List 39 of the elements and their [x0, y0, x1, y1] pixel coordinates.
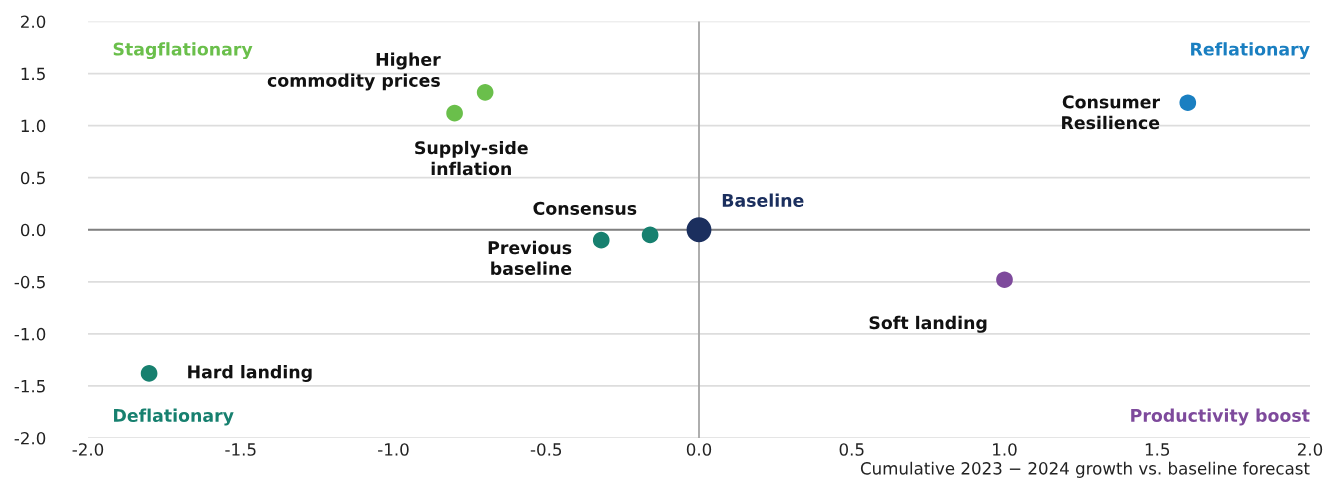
point — [476, 83, 494, 101]
y-tick-label: 1.5 — [21, 67, 45, 81]
point — [140, 365, 158, 382]
x-tick-label: -1.0 — [378, 443, 409, 456]
text: Reflationary — [1191, 42, 1310, 60]
point — [446, 104, 463, 122]
x-tick-label: 0.5 — [839, 443, 864, 456]
y-tick-label: -1.0 — [14, 327, 46, 341]
point — [641, 226, 659, 244]
text: Deflationary — [114, 408, 234, 426]
text: Stagflationary — [113, 42, 253, 60]
annotation: Hard landing — [188, 364, 312, 382]
annotation: Soft landing — [869, 315, 987, 333]
x-tick-label: 2.0 — [1297, 443, 1323, 456]
x-tick-label: 1.0 — [993, 443, 1017, 456]
annotation: Previous baseline — [488, 240, 572, 276]
y-tick-label: 0.0 — [20, 223, 46, 237]
point — [996, 271, 1013, 289]
x-tick-label: -1.5 — [225, 443, 256, 456]
annotation: Higher commodity prices — [267, 52, 441, 91]
x-axis-title: Cumulative 2023 − 2024 growth vs. baseline forecast — [860, 461, 1310, 478]
x-tick-label: -0.5 — [530, 443, 562, 456]
annotation: Supply-side inflation — [415, 140, 528, 176]
text: Productivity boost — [1131, 408, 1310, 426]
point — [1179, 94, 1197, 112]
y-tick-label: -2.0 — [14, 431, 46, 445]
x-tick-label: 1.5 — [1145, 443, 1170, 456]
point — [686, 217, 712, 243]
point — [592, 231, 610, 249]
series-label: Baseline — [722, 193, 804, 207]
annotation: Consumer Resilience — [1062, 95, 1160, 130]
x-tick-label: 0.0 — [686, 443, 712, 456]
y-tick-label: -0.5 — [14, 275, 45, 289]
y-tick-label: -1.5 — [14, 380, 45, 393]
y-tick-label: 2.0 — [21, 15, 46, 29]
x-tick-label: -2.0 — [72, 443, 104, 456]
y-tick-label: 0.5 — [20, 171, 45, 185]
y-tick-label: 1.0 — [21, 119, 46, 133]
annotation: Consensus — [533, 201, 637, 215]
